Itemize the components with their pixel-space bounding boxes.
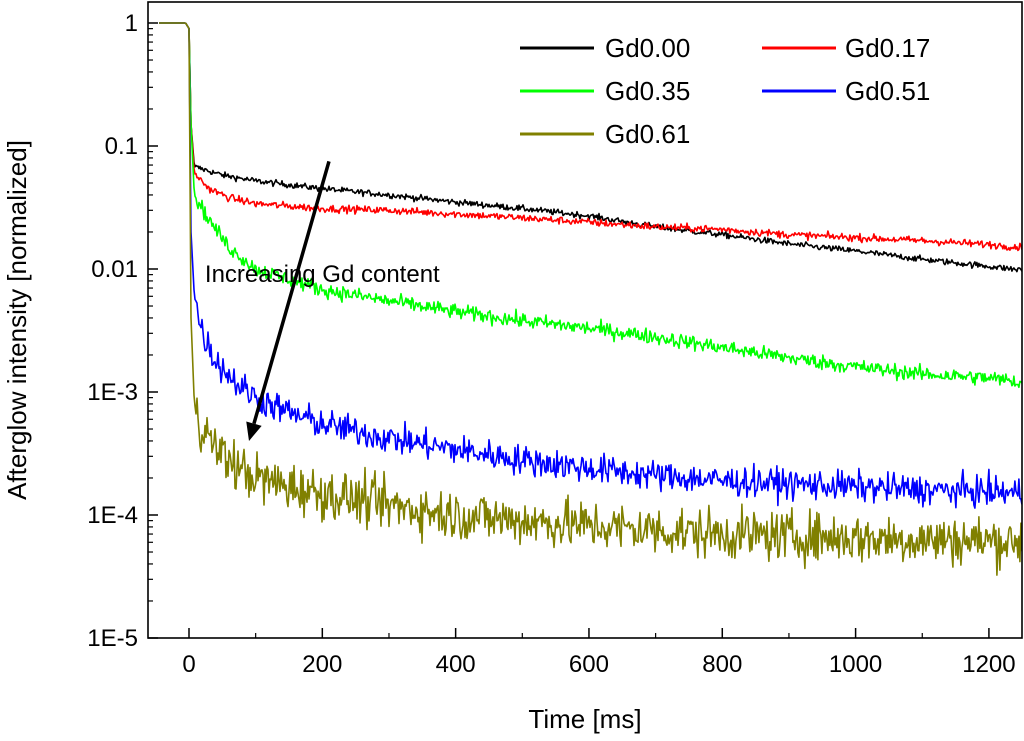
y-axis-label: Afterglow intensity [normalized] (2, 140, 32, 500)
series-layer (159, 22, 1022, 576)
x-tick-label: 200 (302, 651, 342, 678)
annotation-arrow-shaft (252, 160, 331, 425)
y-axis-ticks: 1 0.1 0.01 1E-3 1E-4 1E-5 (87, 10, 158, 652)
series-line-gd0-00 (159, 22, 1022, 273)
x-tick-label: 0 (182, 651, 195, 678)
x-tick-label: 400 (436, 651, 476, 678)
y-tick-label: 1E-5 (87, 625, 138, 652)
x-axis-label: Time [ms] (528, 704, 641, 734)
annotation-text: Increasing Gd content (205, 261, 440, 288)
y-tick-label: 1E-3 (87, 379, 138, 406)
x-tick-label: 600 (569, 651, 609, 678)
legend-label: Gd0.51 (845, 76, 930, 106)
series-line-gd0-61 (159, 22, 1022, 576)
x-tick-label: 1200 (962, 651, 1015, 678)
legend-label: Gd0.00 (605, 33, 690, 63)
y-tick-label: 1E-4 (87, 502, 138, 529)
y-tick-label: 0.01 (91, 256, 138, 283)
legend-label: Gd0.17 (845, 33, 930, 63)
legend-label: Gd0.61 (605, 119, 690, 149)
series-line-gd0-51 (159, 22, 1022, 509)
x-tick-label: 1000 (829, 651, 882, 678)
series-line-gd0-17 (159, 22, 1022, 252)
plot-frame (147, 1, 1023, 639)
series-line-gd0-35 (159, 22, 1022, 389)
annotation-layer: Increasing Gd content (205, 160, 440, 441)
x-tick-label: 800 (702, 651, 742, 678)
x-axis-ticks: 0 200 400 600 800 1000 1200 (182, 628, 1016, 678)
y-tick-label: 0.1 (105, 133, 138, 160)
legend: Gd0.00 Gd0.17 Gd0.35 Gd0.51 Gd0.61 (520, 33, 930, 149)
annotation-arrow-head (246, 421, 262, 441)
legend-label: Gd0.35 (605, 76, 690, 106)
y-tick-label: 1 (125, 10, 138, 37)
